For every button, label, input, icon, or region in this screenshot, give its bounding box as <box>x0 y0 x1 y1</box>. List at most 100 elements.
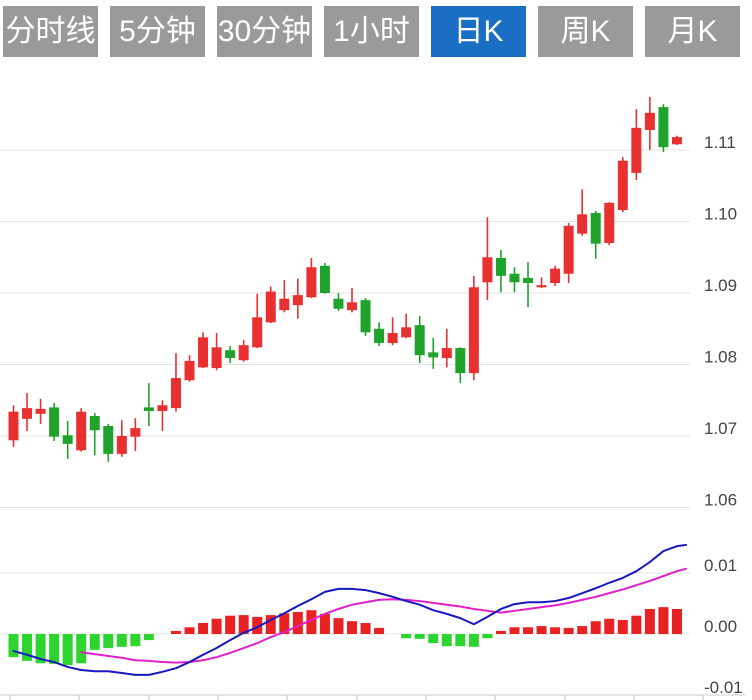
macd-bar <box>495 630 506 634</box>
candle <box>103 423 114 462</box>
macd-bar <box>468 634 479 647</box>
tab-minute-line[interactable]: 分时线 <box>3 6 98 57</box>
macd-bar <box>265 615 276 634</box>
macd-bar <box>252 616 263 634</box>
macd-bar <box>89 634 100 650</box>
timeframe-tabs: 分时线 5分钟 30分钟 1小时 日K 周K 月K <box>3 6 740 57</box>
candle <box>170 353 181 412</box>
candle <box>401 313 412 339</box>
candle <box>441 328 452 368</box>
candle <box>265 286 276 324</box>
macd-bar <box>590 621 601 634</box>
candle <box>495 250 506 293</box>
candle <box>143 383 154 426</box>
candle <box>671 135 682 145</box>
tab-weekly-k[interactable]: 周K <box>538 6 633 57</box>
macd-bar <box>211 618 222 634</box>
macd-tick-label: 0.00 <box>704 617 737 636</box>
macd-tick-label: 0.01 <box>704 556 737 575</box>
candle <box>374 322 385 346</box>
candle <box>198 332 209 369</box>
macd-bar <box>536 626 547 634</box>
candle <box>157 400 168 431</box>
candle <box>8 405 19 447</box>
macd-bar <box>143 634 154 641</box>
macd-bar <box>184 627 195 634</box>
tab-5min[interactable]: 5分钟 <box>110 6 205 57</box>
candle <box>22 393 33 431</box>
macd-tick-label: -0.01 <box>704 678 743 697</box>
candle <box>577 189 588 236</box>
macd-bar <box>658 607 669 634</box>
macd-bar <box>631 615 642 634</box>
candle <box>631 109 642 181</box>
price-tick-label: 1.06 <box>704 491 737 510</box>
candle <box>238 340 249 362</box>
macd-bar <box>116 634 127 647</box>
dif-line <box>12 543 687 676</box>
candle <box>414 315 425 364</box>
macd-bar <box>671 608 682 634</box>
macd-bar <box>319 613 330 634</box>
price-tick-label: 1.11 <box>704 133 736 152</box>
macd-bar <box>374 627 385 634</box>
macd-bar <box>76 634 87 664</box>
tab-daily-k[interactable]: 日K <box>431 6 526 57</box>
macd-bar <box>401 634 412 639</box>
candle <box>225 345 236 364</box>
candle <box>279 280 290 313</box>
macd-bar <box>347 621 357 634</box>
candle <box>428 338 439 369</box>
macd-bar <box>441 634 452 647</box>
macd-bar <box>509 627 520 634</box>
macd-bar <box>550 627 561 634</box>
price-axis-labels: 1.11 1.10 1.09 1.08 1.07 1.06 <box>704 133 737 510</box>
macd-bar <box>225 615 236 634</box>
candle <box>62 420 73 459</box>
candle <box>604 202 615 246</box>
candle <box>49 403 60 442</box>
macd-bar <box>360 623 371 634</box>
price-tick-label: 1.08 <box>704 348 737 367</box>
macd-bar <box>644 608 655 634</box>
macd-bar <box>455 634 466 647</box>
candle <box>89 413 100 456</box>
tab-1hour[interactable]: 1小时 <box>324 6 419 57</box>
macd-bar <box>604 618 615 634</box>
macd-bar <box>333 618 344 634</box>
macd-bar <box>62 634 73 666</box>
candle <box>347 287 357 313</box>
tab-monthly-k[interactable]: 月K <box>645 6 740 57</box>
candle <box>360 298 371 336</box>
macd-bar <box>170 630 181 634</box>
macd-bar <box>414 634 425 639</box>
macd-bar <box>306 610 317 634</box>
candle <box>563 222 574 283</box>
macd-bar <box>103 634 114 649</box>
macd-bar <box>577 626 588 634</box>
candle <box>387 317 398 346</box>
candle <box>509 267 520 293</box>
price-tick-label: 1.07 <box>704 419 737 438</box>
macd-histogram <box>8 607 682 666</box>
macd-bar <box>279 613 290 634</box>
macd-bar <box>49 634 60 664</box>
candle <box>658 104 669 153</box>
macd-bar <box>428 634 439 644</box>
tab-30min[interactable]: 30分钟 <box>217 6 312 57</box>
macd-bar <box>8 634 19 658</box>
macd-bar <box>523 627 534 634</box>
macd-bar <box>617 619 628 634</box>
candle <box>455 347 466 384</box>
candle <box>252 293 263 349</box>
candle <box>482 217 493 301</box>
candle <box>468 275 479 381</box>
candle <box>550 265 561 286</box>
candle <box>35 398 46 424</box>
macd-bar <box>22 634 33 661</box>
candle <box>333 293 344 311</box>
candle <box>116 420 127 457</box>
candle <box>644 97 655 150</box>
macd-bar <box>482 634 493 639</box>
